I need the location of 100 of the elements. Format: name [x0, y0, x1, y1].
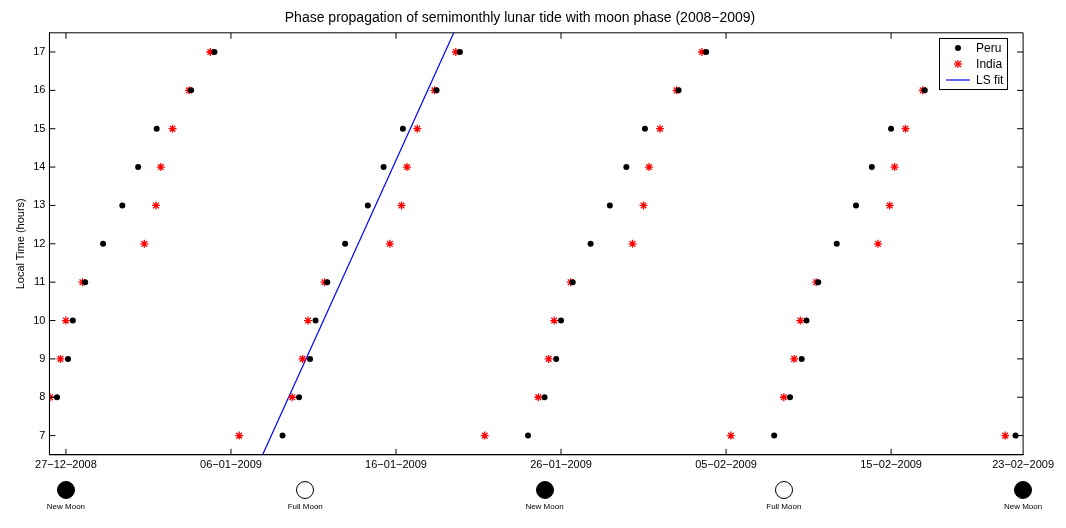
- point: [211, 48, 218, 55]
- point: [771, 432, 778, 439]
- point: [803, 317, 810, 324]
- point: [549, 315, 559, 326]
- legend-label: Peru: [976, 39, 1002, 56]
- chart-title: Phase propagation of semimonthly lunar tide with moon phase (2008−2009): [284, 9, 756, 26]
- text: New Moon: [45, 501, 87, 511]
- point: [312, 317, 319, 324]
- x-tick-label: 26−01−2009: [530, 458, 592, 471]
- point: [726, 430, 736, 441]
- x-tick-label: 05−02−2009: [695, 458, 757, 471]
- point: [55, 354, 66, 364]
- point: [287, 392, 297, 402]
- point: [541, 394, 548, 401]
- point: [399, 125, 406, 132]
- point: [184, 85, 194, 95]
- point: [558, 317, 565, 324]
- y-tick-label: 8: [39, 390, 46, 403]
- point: [54, 394, 60, 401]
- text: New Moon: [524, 501, 565, 511]
- point: [324, 279, 331, 286]
- y-axis-title: Local Time (hours): [13, 198, 26, 290]
- point: [412, 124, 422, 134]
- point: [888, 125, 895, 132]
- y-tick-label: 15: [33, 121, 46, 134]
- x-tick-label: 27−12−2008: [35, 458, 97, 471]
- point: [553, 355, 560, 362]
- point: [868, 164, 875, 171]
- point: [587, 240, 594, 247]
- point: [641, 125, 648, 132]
- y-tick-label: 11: [34, 275, 46, 288]
- point: [480, 430, 490, 441]
- y-tick-label: 7: [39, 428, 46, 441]
- point: [65, 355, 71, 362]
- point: [889, 162, 900, 172]
- point: [456, 48, 463, 55]
- text: New Moon: [1002, 501, 1044, 511]
- point: [279, 432, 286, 439]
- point: [675, 87, 682, 94]
- point: [385, 239, 395, 249]
- legend-label: India: [976, 55, 1003, 72]
- y-tick-label: 10: [33, 313, 46, 326]
- text: Full Moon: [765, 501, 803, 511]
- x-tick-label: 23−02−2009: [992, 458, 1054, 471]
- point: [100, 240, 107, 247]
- point: [873, 239, 883, 249]
- point: [153, 125, 160, 132]
- point: [82, 279, 89, 286]
- point: [396, 200, 407, 211]
- point: [433, 87, 440, 94]
- point: [533, 392, 543, 402]
- point: [789, 354, 799, 364]
- x-tick-label: 16−01−2009: [365, 458, 427, 471]
- point: [885, 200, 895, 211]
- point: [644, 162, 654, 172]
- point: [627, 239, 638, 249]
- point: [795, 315, 805, 326]
- point: [787, 394, 793, 401]
- point: [61, 315, 71, 326]
- point: [188, 87, 195, 94]
- point: [167, 124, 178, 134]
- point: [205, 47, 215, 57]
- point: [900, 124, 911, 134]
- point: [307, 355, 314, 362]
- y-tick-label: 16: [33, 83, 46, 96]
- point: [833, 240, 840, 247]
- point: [364, 202, 371, 209]
- point: [655, 124, 665, 134]
- x-tick-label: 15−02−2009: [860, 458, 922, 471]
- point: [296, 394, 303, 401]
- point: [342, 240, 349, 247]
- y-tick-label: 13: [33, 198, 46, 211]
- point: [525, 432, 532, 439]
- x-tick-label: 06−01−2009: [200, 458, 262, 471]
- point: [853, 202, 860, 209]
- y-tick-label: 17: [33, 45, 46, 58]
- y-tick-label: 12: [33, 236, 46, 249]
- text: Full Moon: [286, 501, 324, 511]
- point: [638, 200, 649, 211]
- point: [1000, 430, 1010, 441]
- point: [69, 317, 76, 324]
- point: [303, 315, 313, 326]
- point: [402, 162, 412, 172]
- y-tick-label: 9: [39, 351, 46, 364]
- point: [798, 355, 805, 362]
- point: [380, 164, 387, 171]
- point: [151, 200, 161, 211]
- point: [606, 202, 613, 209]
- point: [703, 48, 710, 55]
- point: [119, 202, 126, 209]
- legend-label: LS fit: [976, 71, 1004, 88]
- point: [815, 279, 822, 286]
- point: [779, 392, 789, 402]
- point: [297, 354, 308, 364]
- y-tick-label: 14: [33, 160, 46, 173]
- point: [156, 162, 166, 172]
- point: [135, 164, 142, 171]
- point: [623, 164, 630, 171]
- point: [234, 430, 244, 441]
- point: [139, 239, 149, 249]
